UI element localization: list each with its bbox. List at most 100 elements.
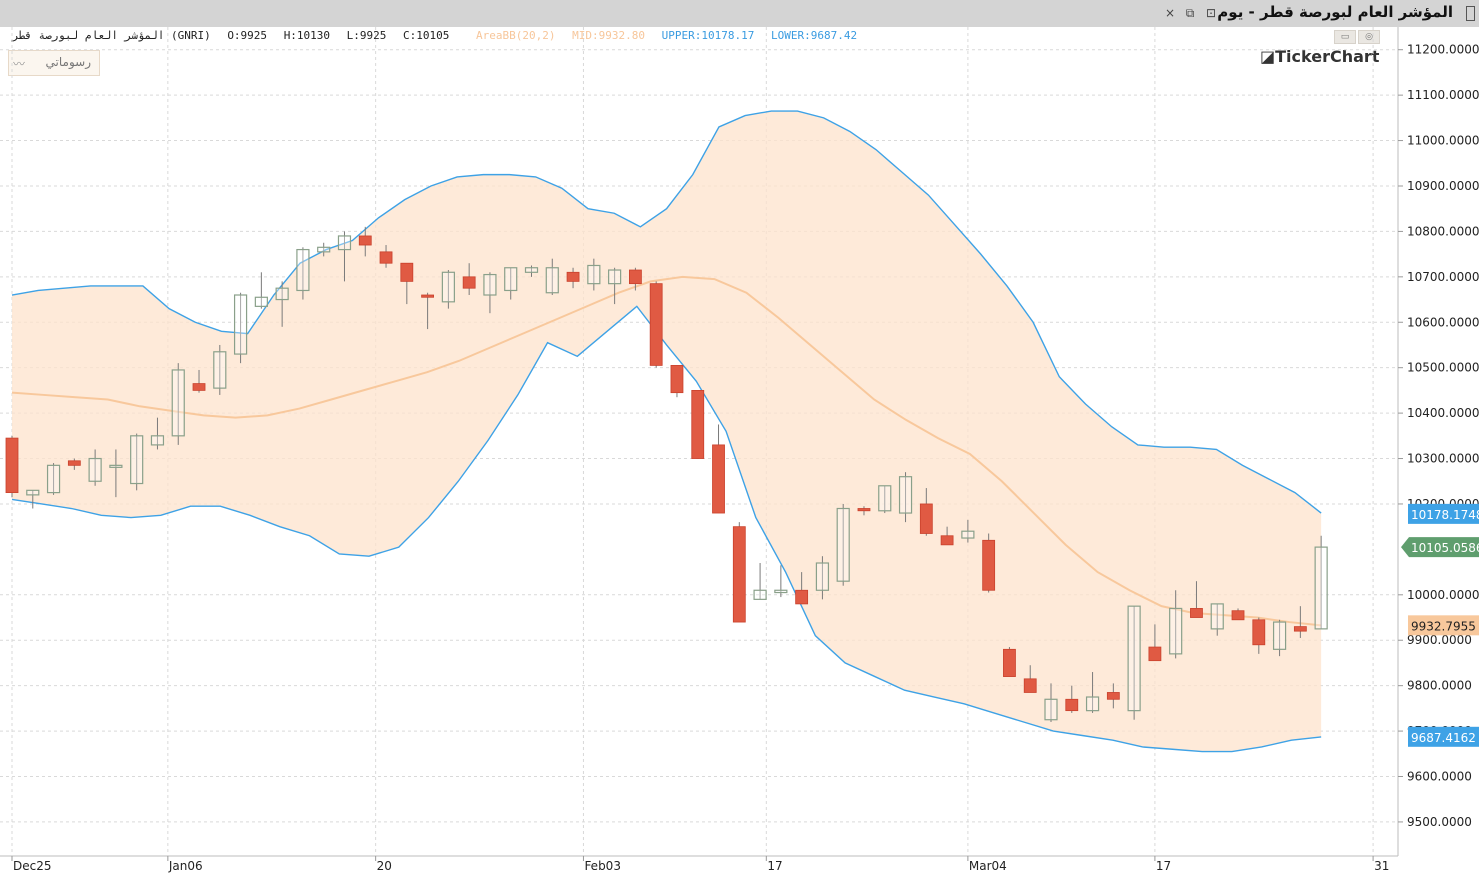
candle-body-down xyxy=(566,271,580,282)
candle-body-up xyxy=(1314,546,1328,630)
price-label-bg xyxy=(1408,503,1479,524)
candle xyxy=(462,263,476,296)
candle xyxy=(587,258,601,291)
y-tick-label: 10400.0000 xyxy=(1407,406,1479,420)
candle-body-down xyxy=(1106,692,1120,700)
candle-body-down xyxy=(670,365,684,394)
candle xyxy=(1210,603,1224,636)
candle-body-up xyxy=(504,267,518,292)
maximize-panel-icon[interactable]: ▭ xyxy=(1334,30,1356,44)
y-tick-label: 10800.0000 xyxy=(1407,224,1479,238)
candle-body-up xyxy=(88,457,102,482)
candle-body-down xyxy=(629,269,642,285)
candle-body-down xyxy=(421,294,435,298)
y-tick-label: 9500.0000 xyxy=(1407,815,1472,829)
candle-body-up xyxy=(213,351,227,389)
candle xyxy=(566,267,580,289)
candle-body-down xyxy=(691,389,705,459)
candle-body-up xyxy=(317,246,331,253)
candle-body-up xyxy=(608,269,622,285)
candle-body-down xyxy=(5,437,19,494)
y-tick-label: 10600.0000 xyxy=(1407,315,1479,329)
candle xyxy=(421,292,435,330)
upper-value: UPPER:10178.17 xyxy=(661,29,755,42)
candle-body-up xyxy=(774,589,788,594)
candle-body-up xyxy=(1169,607,1183,655)
symbol-label: المؤشر العام لبورصة قطر (GNRI) xyxy=(12,29,211,42)
candle-body-up xyxy=(815,562,830,591)
price-label-bg xyxy=(1408,615,1479,636)
panel-settings-icon[interactable]: ◎ xyxy=(1358,30,1380,44)
y-tick-label: 9800.0000 xyxy=(1407,679,1472,693)
candle-body-down xyxy=(982,539,996,591)
window-menu-icon[interactable] xyxy=(1466,6,1475,21)
candle-body-down xyxy=(732,526,746,623)
drawings-button[interactable]: 〰 رسوماتي xyxy=(8,50,100,76)
candle xyxy=(213,344,227,395)
candle-body-up xyxy=(130,435,144,485)
candle-body-up xyxy=(483,273,497,296)
candle-body-up xyxy=(26,489,40,496)
upper-band-line xyxy=(11,110,1322,514)
window-title: المؤشر العام لبورصة قطر - يوم xyxy=(1217,3,1453,21)
candle xyxy=(504,267,518,300)
price-label-last: 10105.0586 xyxy=(1401,537,1479,558)
candle xyxy=(649,281,663,368)
candle xyxy=(1293,606,1307,638)
candle-body-up xyxy=(109,464,123,468)
candle xyxy=(940,526,954,546)
candle xyxy=(171,363,185,445)
ohlc-header: المؤشر العام لبورصة قطر (GNRI) O:9925 H:… xyxy=(12,29,867,42)
candle-body-up xyxy=(878,485,892,512)
lower-value: LOWER:9687.42 xyxy=(770,29,858,42)
mid-value: MID:9932.80 xyxy=(572,29,645,42)
candle xyxy=(836,503,850,586)
dock-icon[interactable]: ⊡ xyxy=(1205,6,1217,20)
y-tick-label: 9900.0000 xyxy=(1407,633,1472,647)
candle-body-down xyxy=(1252,619,1266,646)
lower-band-line xyxy=(11,305,1322,753)
candle xyxy=(815,556,830,600)
candle xyxy=(1252,617,1266,654)
candle xyxy=(857,506,871,516)
candle-body-up xyxy=(898,476,913,514)
candle xyxy=(109,449,123,498)
candle xyxy=(441,270,455,309)
candle xyxy=(254,272,268,309)
candle-body-down xyxy=(1190,608,1203,618)
candle xyxy=(982,533,996,593)
candle-body-down xyxy=(1065,698,1079,712)
candle-body-up xyxy=(275,287,289,301)
candle-body-up xyxy=(150,435,165,446)
drawing-tools-icon: 〰 xyxy=(13,57,26,71)
candle xyxy=(898,472,913,523)
candle xyxy=(524,265,539,277)
mid-band-line xyxy=(11,275,1322,627)
candle-body-up xyxy=(1272,621,1287,650)
candle-body-up xyxy=(524,267,539,273)
candle xyxy=(296,247,310,300)
candle-body-down xyxy=(192,383,206,391)
close-icon[interactable]: × xyxy=(1164,6,1176,20)
candle-body-down xyxy=(940,535,954,546)
y-tick-label: 10000.0000 xyxy=(1407,588,1479,602)
candle xyxy=(1190,581,1203,618)
candle-body-down xyxy=(379,251,393,264)
candle xyxy=(712,424,725,514)
candle xyxy=(358,226,372,257)
y-tick-label: 10500.0000 xyxy=(1407,361,1479,375)
candle xyxy=(317,242,331,257)
candle xyxy=(400,262,414,305)
restore-icon[interactable]: ⧉ xyxy=(1185,6,1195,20)
x-tick-label: 17 xyxy=(767,859,782,873)
candle xyxy=(753,563,767,600)
candle-body-up xyxy=(296,248,310,292)
x-tick-label: Mar04 xyxy=(969,859,1007,873)
candle xyxy=(192,369,206,393)
x-tick-label: 20 xyxy=(377,859,392,873)
candle-body-up xyxy=(441,271,455,303)
candle-body-down xyxy=(1023,678,1037,693)
candle xyxy=(1231,608,1245,621)
x-tick-label: Feb03 xyxy=(584,859,621,873)
